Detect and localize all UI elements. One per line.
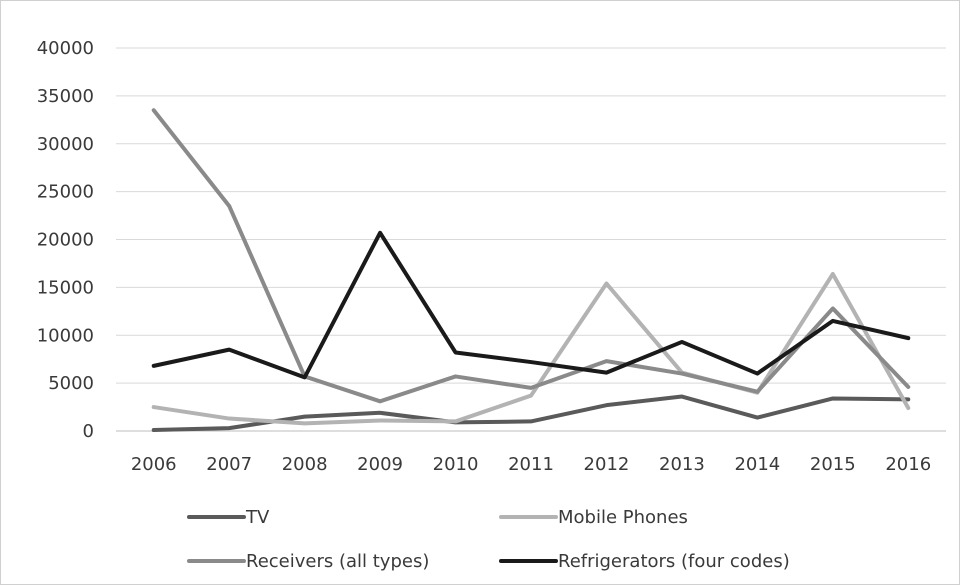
y-tick-label: 30000 — [37, 134, 94, 155]
legend-label: Receivers (all types) — [246, 551, 429, 572]
x-tick-label: 2007 — [206, 454, 252, 475]
x-axis-ticks: 2006 2007 2008 2009 2010 2011 2012 2013 2014 2015… — [131, 454, 931, 475]
x-tick-label: 2008 — [282, 454, 328, 475]
x-tick-label: 2013 — [659, 454, 705, 475]
series-line-0 — [151, 394, 911, 433]
y-tick-label: 20000 — [37, 230, 94, 251]
legend-label: TV — [245, 507, 270, 528]
y-tick-label: 0 — [83, 421, 94, 442]
x-tick-label: 2006 — [131, 454, 177, 475]
x-tick-label: 2014 — [734, 454, 780, 475]
x-tick-label: 2011 — [508, 454, 554, 475]
series-lines — [151, 108, 911, 433]
legend-label: Mobile Phones — [558, 507, 688, 528]
legend-label: Refrigerators (four codes) — [558, 551, 790, 572]
y-tick-label: 15000 — [37, 277, 94, 298]
gridlines — [116, 47, 946, 432]
legend: TV Mobile Phones Receivers (all types) Refr… — [187, 507, 790, 572]
y-tick-label: 35000 — [37, 86, 94, 107]
x-tick-label: 2012 — [584, 454, 630, 475]
series-line-2 — [151, 108, 911, 404]
series-line-3 — [151, 230, 911, 380]
x-tick-label: 2015 — [810, 454, 856, 475]
y-tick-label: 5000 — [48, 373, 94, 394]
y-tick-label: 40000 — [37, 38, 94, 59]
y-axis-ticks: 0 5000 10000 15000 20000 25000 30000 35000 40000 — [37, 38, 94, 442]
x-tick-label: 2016 — [885, 454, 931, 475]
y-tick-label: 10000 — [37, 325, 94, 346]
x-tick-label: 2010 — [433, 454, 479, 475]
series-line-1 — [151, 271, 911, 426]
x-tick-label: 2009 — [357, 454, 403, 475]
y-tick-label: 25000 — [37, 182, 94, 203]
